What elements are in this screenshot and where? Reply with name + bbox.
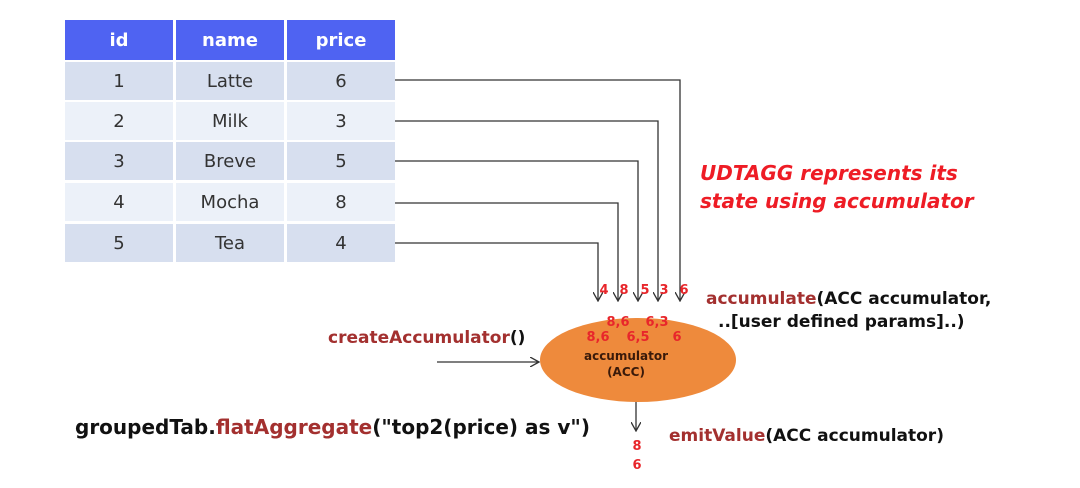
- table-cell-price: [287, 62, 395, 100]
- table-cell-id: [65, 224, 173, 262]
- arrow-label: 5: [640, 283, 649, 298]
- accumulator-label: accumulator: [584, 349, 668, 363]
- acc-state: 6,3: [645, 315, 668, 330]
- cell-name: Tea: [214, 233, 245, 254]
- header-id: id: [109, 30, 128, 51]
- cell-id: 4: [113, 192, 124, 213]
- arrow-label: 6: [679, 283, 688, 298]
- acc-state: 8,6: [586, 330, 609, 345]
- arrow-row-5: [395, 242, 598, 300]
- cell-id: 1: [113, 71, 124, 92]
- cell-price: 3: [335, 111, 346, 132]
- note-line-2: state using accumulator: [700, 189, 975, 213]
- header-price: price: [316, 30, 367, 51]
- arrow-row-4: [395, 202, 618, 300]
- header-cell-name: [176, 20, 284, 60]
- table-cell-name: [176, 102, 284, 140]
- table-cell-id: [65, 183, 173, 221]
- table-cell-id: [65, 62, 173, 100]
- table-cell-id: [65, 142, 173, 180]
- acc-state: 6: [672, 330, 681, 345]
- cell-price: 8: [335, 192, 346, 213]
- cell-id: 3: [113, 151, 124, 172]
- arrow-label: 4: [599, 283, 608, 298]
- table-cell-name: [176, 224, 284, 262]
- table-cell-price: [287, 224, 395, 262]
- arrow-row-1: [395, 79, 680, 300]
- accumulator-ellipse: [540, 318, 736, 402]
- create-accumulator-label: createAccumulator(): [328, 328, 525, 348]
- arrow-label: 8: [619, 283, 628, 298]
- table-cell-price: [287, 102, 395, 140]
- table-cell-price: [287, 183, 395, 221]
- row-arrows: [395, 79, 680, 300]
- output-value: 6: [632, 458, 641, 473]
- arrow-label: 3: [659, 283, 668, 298]
- cell-id: 5: [113, 233, 124, 254]
- table-cell-name: [176, 183, 284, 221]
- query-code: groupedTab.flatAggregate("top2(price) as…: [75, 415, 590, 439]
- data-table: id name price 1 Latte 6 2 Milk 3 3 Breve 5 4 Mocha…: [65, 20, 395, 262]
- cell-price: 4: [335, 233, 346, 254]
- note-line-1: UDTAGG represents its: [700, 161, 958, 185]
- cell-price: 6: [335, 71, 346, 92]
- table-cell-price: [287, 142, 395, 180]
- table-cell-name: [176, 142, 284, 180]
- accumulator-sublabel: (ACC): [607, 365, 645, 379]
- cell-price: 5: [335, 151, 346, 172]
- cell-name: Milk: [212, 111, 249, 132]
- accumulate-label: accumulate(ACC accumulator,: [706, 289, 991, 309]
- emit-value-label: emitValue(ACC accumulator): [669, 426, 944, 446]
- cell-id: 2: [113, 111, 124, 132]
- cell-name: Breve: [204, 151, 256, 172]
- header-name: name: [202, 30, 258, 51]
- acc-state: 6,5: [626, 330, 649, 345]
- table-cell-id: [65, 102, 173, 140]
- header-cell-price: [287, 20, 395, 60]
- arrow-row-2: [395, 120, 658, 300]
- accumulate-params: ..[user defined params]..): [718, 312, 965, 332]
- cell-name: Latte: [207, 71, 253, 92]
- arrow-row-3: [395, 160, 638, 300]
- output-value: 8: [632, 439, 641, 454]
- cell-name: Mocha: [201, 192, 260, 213]
- header-cell-id: [65, 20, 173, 60]
- acc-state: 8,6: [606, 315, 629, 330]
- table-cell-name: [176, 62, 284, 100]
